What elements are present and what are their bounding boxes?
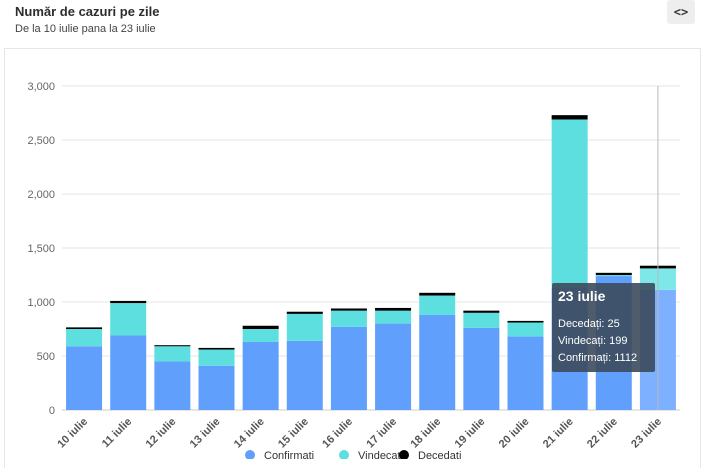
legend-label[interactable]: Decedați [418,450,461,459]
tooltip-title: 23 iulie [558,288,606,304]
legend-marker [339,450,349,459]
bar-decedai[interactable] [242,325,279,329]
x-tick-label: 22 iulie [585,416,620,451]
bar-decedai[interactable] [375,307,412,311]
bar-confirmai[interactable] [375,323,412,410]
bar-confirmai[interactable] [110,335,147,410]
x-tick-label: 21 iulie [541,416,576,451]
x-tick-label: 13 iulie [188,416,223,451]
y-tick-label: 3,000 [27,81,55,93]
bar-decedai[interactable] [66,327,103,329]
bar-decedai[interactable] [154,345,191,347]
x-tick-label: 23 iulie [629,416,664,451]
tooltip-line: Vindecați: 199 [558,335,628,347]
bar-vindecai[interactable] [286,313,323,341]
bar-decedai[interactable] [507,320,544,323]
bar-vindecai[interactable] [242,329,279,342]
chart-card [4,48,701,468]
bar-confirmai[interactable] [198,365,235,410]
tooltip-box [552,283,655,372]
chart-subtitle: De la 10 iulie pana la 23 iulie [15,23,156,35]
x-tick-label: 20 iulie [497,416,532,451]
x-tick-label: 14 iulie [232,416,267,451]
bar-vindecai[interactable] [419,295,456,315]
bar-vindecai[interactable] [154,346,191,362]
embed-code-button[interactable]: <> [667,0,695,24]
x-tick-label: 16 iulie [320,416,355,451]
bar-confirmai[interactable] [66,346,103,410]
bar-vindecai[interactable] [110,303,147,336]
bar-decedai[interactable] [110,300,147,304]
bar-decedai[interactable] [419,292,456,296]
bar-vindecai[interactable] [198,349,235,366]
x-tick-label: 15 iulie [276,416,311,451]
bar-decedai[interactable] [198,347,235,350]
y-tick-label: 500 [37,351,55,363]
legend-marker [399,450,409,459]
bar-vindecai[interactable] [375,310,412,324]
x-tick-label: 17 iulie [364,416,399,451]
bar-decedai[interactable] [463,310,500,313]
bar-confirmai[interactable] [330,326,367,410]
bar-decedai[interactable] [551,115,588,120]
y-tick-label: 2,000 [27,189,55,201]
x-tick-label: 19 iulie [453,416,488,451]
x-tick-label: 18 iulie [408,416,443,451]
tooltip-line: Confirmați: 1112 [558,352,637,364]
y-tick-label: 2,500 [27,135,55,147]
bar-confirmai[interactable] [419,314,456,410]
x-tick-label: 10 iulie [55,416,90,451]
bar-decedai[interactable] [595,272,632,275]
bar-vindecai[interactable] [595,275,632,277]
bar-decedai[interactable] [330,308,367,311]
y-tick-label: 0 [49,405,55,417]
bar-confirmai[interactable] [242,341,279,410]
bar-vindecai[interactable] [66,329,103,347]
bar-decedai[interactable] [286,311,323,314]
bar-confirmai[interactable] [286,340,323,410]
x-tick-label: 12 iulie [144,416,179,451]
bar-vindecai[interactable] [330,310,367,327]
legend-marker [245,450,255,459]
bar-vindecai[interactable] [507,322,544,337]
y-tick-label: 1,000 [27,297,55,309]
y-tick-label: 1,500 [27,243,55,255]
bar-vindecai[interactable] [551,119,588,288]
legend-label[interactable]: Confirmați [264,450,314,459]
bar-confirmai[interactable] [154,361,191,410]
bar-confirmai[interactable] [507,336,544,410]
chart-title: Număr de cazuri pe zile [15,4,160,19]
chart-header: Număr de cazuri pe zile De la 10 iulie p… [0,0,702,48]
legend-label[interactable]: Vindecați [358,450,403,459]
bar-vindecai[interactable] [463,312,500,328]
tooltip-line: Decedați: 25 [558,318,620,330]
bar-confirmai[interactable] [463,327,500,410]
x-tick-label: 11 iulie [100,416,134,450]
